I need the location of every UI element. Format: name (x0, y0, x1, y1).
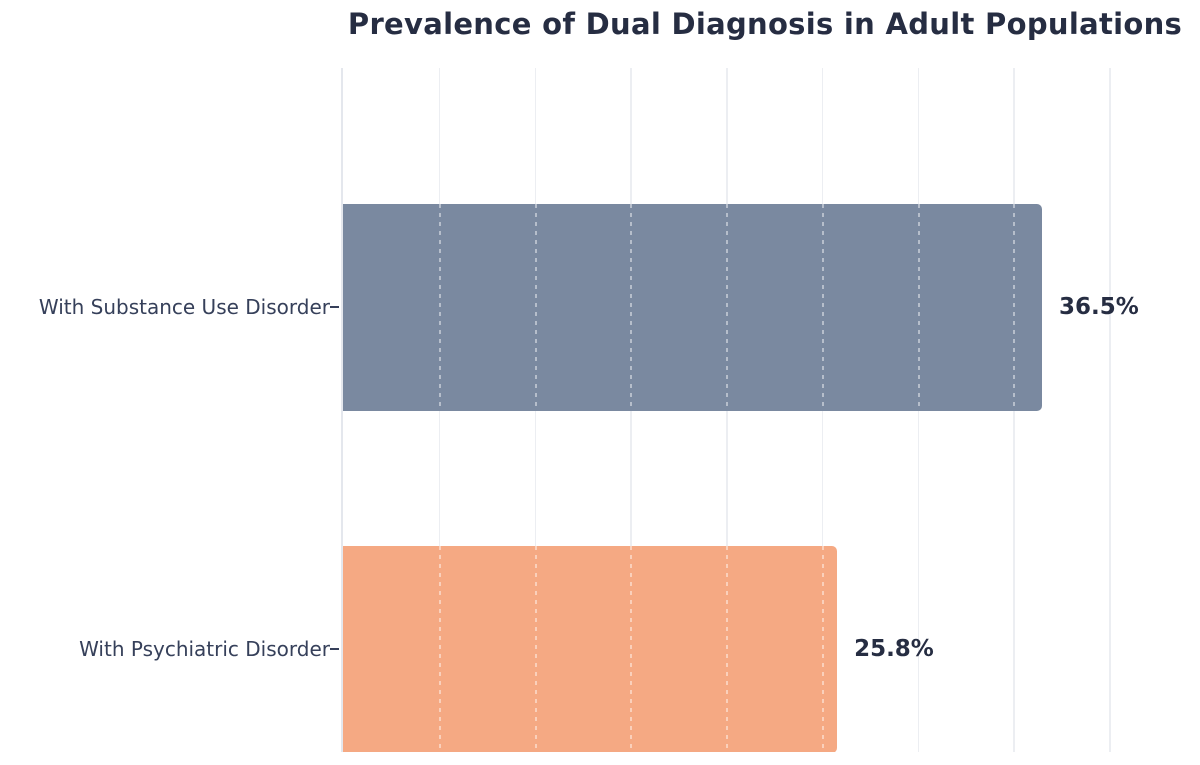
y-axis-tick (330, 648, 339, 650)
gridline-dashed-overlay (630, 203, 633, 411)
plot-area (341, 68, 1200, 752)
gridline-dashed-overlay (917, 203, 920, 411)
value-label-psychiatric: 25.8% (854, 636, 934, 662)
gridline-dashed-overlay (821, 203, 824, 411)
gridline-dashed-overlay (726, 545, 728, 752)
gridline-dashed-overlay (630, 545, 633, 752)
gridline-dashed-overlay (534, 545, 537, 752)
category-label-psychiatric: With Psychiatric Disorder (79, 637, 330, 661)
chart-title: Prevalence of Dual Diagnosis in Adult Po… (347, 7, 1183, 41)
bar-substance-use-disorder (343, 203, 1042, 411)
gridline-dashed-overlay (438, 545, 441, 752)
gridline (1109, 68, 1111, 752)
value-label-substance-use: 36.5% (1058, 294, 1139, 320)
category-label-substance-use: With Substance Use Disorder (38, 295, 330, 319)
gridline-dashed-overlay (821, 545, 824, 752)
gridline-dashed-overlay (438, 203, 441, 411)
gridline-dashed-overlay (534, 203, 537, 411)
gridline-dashed-overlay (1013, 203, 1016, 411)
bar-psychiatric-disorder (343, 545, 838, 752)
gridline-dashed-overlay (726, 203, 728, 411)
y-axis-tick (330, 306, 339, 308)
